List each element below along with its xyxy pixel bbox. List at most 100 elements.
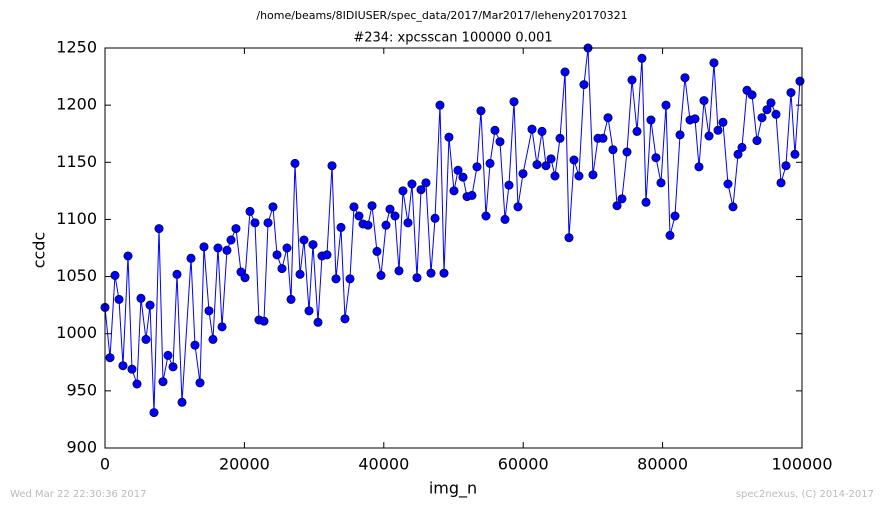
data-point [177,397,187,407]
data-point [286,294,296,304]
data-point [495,137,505,147]
data-point [504,180,514,190]
data-point [304,306,314,316]
data-point [186,253,196,263]
data-point [690,114,700,124]
data-point [259,316,269,326]
data-point [718,117,728,127]
data-point [290,158,300,168]
data-point [240,273,250,283]
data-point [771,109,781,119]
data-point [509,97,519,107]
data-point [737,142,747,152]
y-axis-label: ccdc [30,232,49,269]
chart-title: /home/beams/8IDIUSER/spec_data/2017/Mar2… [256,9,627,22]
x-tick-label: 20000 [219,455,270,474]
data-point [145,300,155,310]
data-point [612,201,622,211]
data-point [295,269,305,279]
data-point [313,317,323,327]
data-point [426,268,436,278]
chart-subtitle: #234: xpcsscan 100000 0.001 [353,31,552,46]
data-point [199,242,209,252]
data-point [518,169,528,179]
data-point [757,113,767,123]
data-point [403,218,413,228]
data-point [263,218,273,228]
y-tick-label: 950 [66,380,97,399]
data-point [282,243,292,253]
data-point [430,213,440,223]
data-point [231,224,241,234]
y-tick-label: 1100 [56,209,97,228]
data-point [546,154,556,164]
footer-left: Wed Mar 22 22:30:36 2017 [10,489,146,500]
data-point [163,350,173,360]
data-point [110,270,120,280]
data-point [467,190,477,200]
data-point [272,250,282,260]
data-point [367,201,377,211]
data-point [421,178,431,188]
x-tick-label: 60000 [498,455,549,474]
data-point [500,214,510,224]
y-tick-label: 1000 [56,323,97,342]
data-point [709,58,719,68]
data-point [204,306,214,316]
data-point [661,100,671,110]
data-point [331,274,341,284]
data-point [541,161,551,171]
data-point [416,185,426,195]
x-tick-label: 100000 [771,455,832,474]
data-point [747,90,757,100]
data-point [345,274,355,284]
data-point [453,165,463,175]
data-point [123,251,133,261]
data-point [172,269,182,279]
data-point [154,224,164,234]
data-point [336,222,346,232]
data-point [622,147,632,157]
data-point [766,98,776,108]
data-point [449,186,459,196]
data-point [381,220,391,230]
data-point [651,153,661,163]
y-tick-label: 1250 [56,38,97,57]
x-tick-label: 80000 [637,455,688,474]
data-point [776,178,786,188]
data-point [105,353,115,363]
data-point [632,126,642,136]
data-point [407,179,417,189]
data-point [132,379,142,389]
data-point [168,362,178,372]
data-point [485,158,495,168]
data-point [574,171,584,181]
y-tick-label: 1200 [56,95,97,114]
data-point [608,145,618,155]
data-point [390,211,400,221]
footer-right: spec2nexus, (C) 2014-2017 [736,489,874,500]
data-point [398,186,408,196]
data-point [226,235,236,245]
data-point [114,294,124,304]
data-point [762,105,772,115]
data-point [363,220,373,230]
data-point [537,126,547,136]
data-point [598,133,608,143]
data-point [728,202,738,212]
data-point [299,235,309,245]
data-point [354,211,364,221]
data-point [376,270,386,280]
data-point [490,125,500,135]
data-point [646,115,656,125]
data-point [268,202,278,212]
data-point [569,155,579,165]
data-point [190,340,200,350]
data-point [481,211,491,221]
x-tick-label: 40000 [358,455,409,474]
plot-frame [104,47,803,449]
data-point [127,364,137,374]
